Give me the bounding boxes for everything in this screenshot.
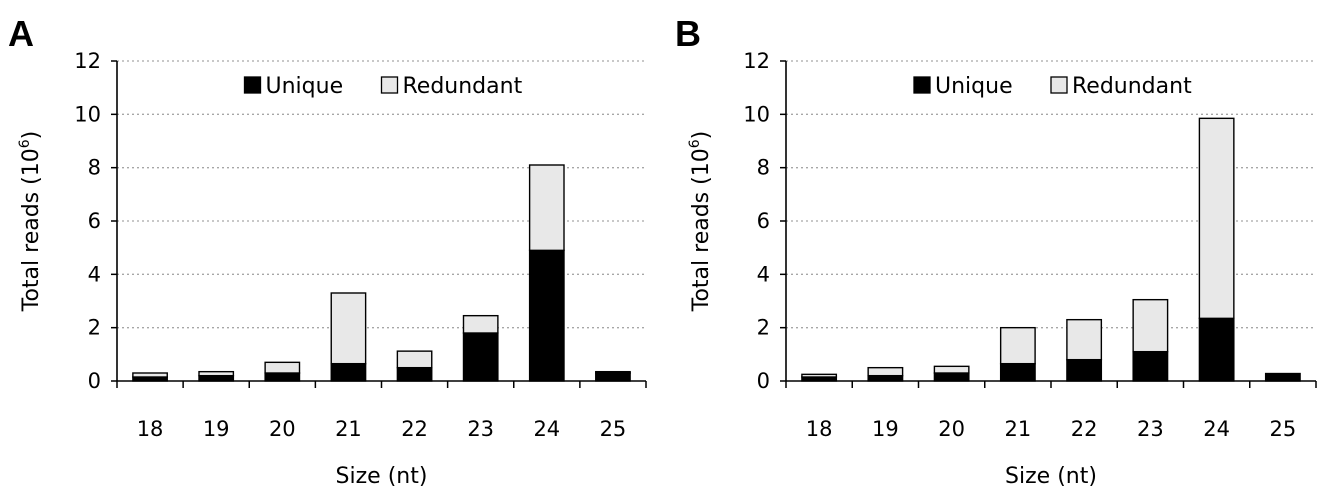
bar-unique-21 bbox=[999, 362, 1036, 382]
y-axis-title: Total reads (106) bbox=[687, 131, 714, 312]
x-tick-label: 21 bbox=[335, 417, 362, 441]
x-tick-label: 21 bbox=[1005, 417, 1032, 441]
bar-unique-24 bbox=[1198, 317, 1235, 382]
y-tick-label: 4 bbox=[757, 262, 770, 286]
bar-unique-25 bbox=[1264, 372, 1301, 382]
bar-redundant-21 bbox=[330, 292, 367, 365]
legend-label-unique: Unique bbox=[266, 74, 344, 99]
x-tick-label: 24 bbox=[533, 417, 560, 441]
y-axis-title-exponent: 6 bbox=[687, 139, 703, 148]
bar-redundant-18 bbox=[801, 373, 838, 378]
bar-unique-20 bbox=[264, 372, 301, 382]
bar-redundant-22 bbox=[396, 350, 433, 369]
x-tick-label: 19 bbox=[872, 417, 899, 441]
bar-redundant-23 bbox=[1132, 298, 1169, 353]
bar-redundant-19 bbox=[198, 370, 235, 377]
bar-unique-20 bbox=[933, 372, 970, 382]
x-tick-label: 22 bbox=[401, 417, 428, 441]
x-tick-label: 18 bbox=[806, 417, 833, 441]
bar-unique-24 bbox=[528, 249, 565, 382]
y-tick-label: 8 bbox=[88, 156, 101, 180]
bar-redundant-20 bbox=[264, 361, 301, 374]
x-axis-title: Size (nt) bbox=[1005, 464, 1097, 489]
bar-redundant-18 bbox=[132, 372, 168, 378]
y-axis-title-main: Total reads (10 bbox=[19, 148, 44, 312]
legend-swatch-unique bbox=[243, 76, 262, 94]
x-tick-label: 25 bbox=[600, 417, 627, 441]
y-tick-label: 0 bbox=[757, 369, 770, 393]
bar-unique-23 bbox=[1132, 350, 1169, 382]
x-tick-label: 20 bbox=[938, 417, 965, 441]
y-tick-label: 6 bbox=[757, 209, 770, 233]
x-tick-label: 24 bbox=[1203, 417, 1230, 441]
legend-label-unique: Unique bbox=[935, 74, 1013, 99]
y-tick-label: 2 bbox=[757, 316, 770, 340]
y-tick-label: 8 bbox=[757, 156, 770, 180]
y-tick-label: 2 bbox=[88, 316, 101, 340]
x-tick-label: 18 bbox=[137, 417, 164, 441]
bar-unique-22 bbox=[396, 366, 433, 382]
y-tick-label: 0 bbox=[88, 369, 101, 393]
y-axis-title-end: ) bbox=[689, 131, 714, 140]
bar-unique-22 bbox=[1066, 358, 1103, 382]
y-tick-label: 10 bbox=[74, 102, 101, 126]
x-tick-label: 20 bbox=[269, 417, 296, 441]
bar-unique-21 bbox=[330, 362, 367, 382]
bar-redundant-22 bbox=[1066, 318, 1103, 361]
panel-letter: A bbox=[8, 13, 34, 54]
y-tick-label: 12 bbox=[743, 49, 770, 73]
bar-unique-25 bbox=[595, 372, 631, 382]
x-tick-label: 23 bbox=[1137, 417, 1164, 441]
bar-redundant-23 bbox=[462, 314, 499, 334]
legend-label-redundant: Redundant bbox=[403, 74, 523, 99]
legend-swatch-unique bbox=[913, 76, 931, 94]
legend-label-redundant: Redundant bbox=[1072, 74, 1192, 99]
bar-redundant-24 bbox=[528, 164, 565, 252]
bar-redundant-20 bbox=[933, 365, 970, 374]
y-tick-label: 10 bbox=[743, 102, 770, 126]
x-tick-label: 19 bbox=[203, 417, 230, 441]
legend-swatch-redundant bbox=[1050, 76, 1068, 94]
x-tick-label: 25 bbox=[1270, 417, 1297, 441]
bar-unique-23 bbox=[462, 332, 499, 382]
y-axis-title-exponent: 6 bbox=[17, 139, 33, 148]
y-tick-label: 12 bbox=[74, 49, 101, 73]
y-tick-label: 6 bbox=[88, 209, 101, 233]
panel-letter: B bbox=[675, 13, 701, 54]
y-axis-title-main: Total reads (10 bbox=[689, 148, 714, 312]
y-tick-label: 4 bbox=[88, 262, 101, 286]
bar-redundant-21 bbox=[999, 326, 1036, 365]
y-axis-title-end: ) bbox=[19, 131, 44, 140]
y-axis-title: Total reads (106) bbox=[17, 131, 44, 312]
x-tick-label: 23 bbox=[467, 417, 494, 441]
x-axis-title: Size (nt) bbox=[336, 464, 428, 489]
bar-redundant-24 bbox=[1198, 117, 1235, 320]
bar-redundant-25 bbox=[595, 370, 631, 374]
legend-swatch-redundant bbox=[380, 76, 399, 94]
x-tick-label: 22 bbox=[1071, 417, 1098, 441]
bar-redundant-19 bbox=[867, 366, 904, 377]
